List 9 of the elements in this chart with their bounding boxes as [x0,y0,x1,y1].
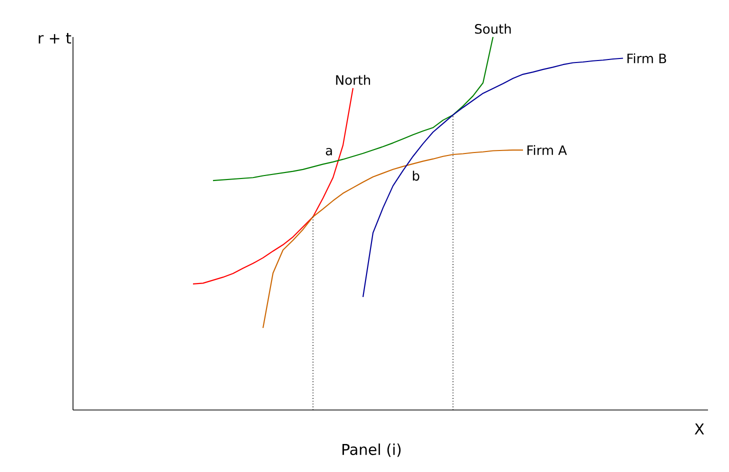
series-label: North [336,74,370,85]
series-label: Firm A [527,145,567,155]
y-axis-title: r + t [38,32,72,44]
text: Panel (i) [342,444,401,457]
annotation: b [412,170,420,181]
x-axis-title: X [694,424,704,434]
series-label: South [475,24,511,34]
series-label: Firm B [627,53,666,64]
annotation: a [326,148,332,156]
